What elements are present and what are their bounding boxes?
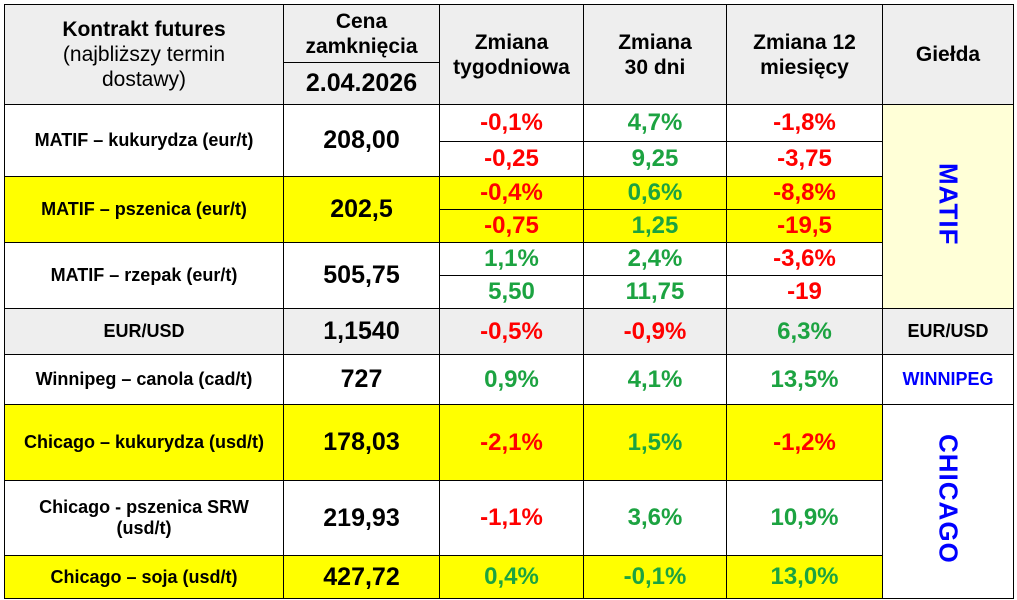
weekly-pct: -2,1% [439,404,584,481]
weekly-pct: 1,1% [439,242,584,276]
row-name: MATIF – kukurydza (eur/t) [4,104,284,177]
header-12m: Zmiana 12 miesięcy [726,4,883,105]
header-date: 2.04.2026 [283,62,440,105]
row-name: MATIF – pszenica (eur/t) [4,176,284,243]
d30-abs: 11,75 [583,275,727,309]
d30-pct: 0,6% [583,176,727,210]
d30-abs: 1,25 [583,209,727,243]
futures-table: Kontrakt futures (najbliższy termin dosta… [4,4,1014,599]
row-price: 727 [283,354,440,405]
d30-pct: 4,7% [583,104,727,142]
header-exchange: Giełda [882,4,1014,105]
weekly-abs: 5,50 [439,275,584,309]
weekly-pct: -0,4% [439,176,584,210]
m12-abs: -3,75 [726,141,883,177]
weekly-pct: 0,9% [439,354,584,405]
exchange-matif: MATIF [882,104,1014,309]
m12-pct: -8,8% [726,176,883,210]
row-price: 505,75 [283,242,440,309]
weekly-abs: -0,25 [439,141,584,177]
weekly-abs: -0,75 [439,209,584,243]
row-name: EUR/USD [4,308,284,355]
exchange-winnipeg: WINNIPEG [882,354,1014,405]
weekly-pct: -0,1% [439,104,584,142]
exchange-chicago: CHICAGO [882,404,1014,599]
row-price: 1,1540 [283,308,440,355]
d30-abs: 9,25 [583,141,727,177]
row-name: Chicago - pszenica SRW (usd/t) [4,480,284,556]
m12-pct: -1,8% [726,104,883,142]
m12-pct: -1,2% [726,404,883,481]
weekly-pct: -0,5% [439,308,584,355]
exchange-eurusd: EUR/USD [882,308,1014,355]
m12-pct: -3,6% [726,242,883,276]
weekly-pct: 0,4% [439,555,584,599]
m12-pct: 10,9% [726,480,883,556]
d30-pct: 3,6% [583,480,727,556]
row-price: 219,93 [283,480,440,556]
m12-pct: 13,0% [726,555,883,599]
m12-abs: -19,5 [726,209,883,243]
row-name: Chicago – soja (usd/t) [4,555,284,599]
d30-pct: 4,1% [583,354,727,405]
m12-abs: -19 [726,275,883,309]
m12-pct: 13,5% [726,354,883,405]
row-price: 427,72 [283,555,440,599]
row-price: 202,5 [283,176,440,243]
header-contract: Kontrakt futures (najbliższy termin dosta… [4,4,284,105]
header-30d: Zmiana 30 dni [583,4,727,105]
row-price: 208,00 [283,104,440,177]
d30-pct: 1,5% [583,404,727,481]
row-name: Chicago – kukurydza (usd/t) [4,404,284,481]
row-name: Winnipeg – canola (cad/t) [4,354,284,405]
d30-pct: -0,9% [583,308,727,355]
m12-pct: 6,3% [726,308,883,355]
weekly-pct: -1,1% [439,480,584,556]
d30-pct: -0,1% [583,555,727,599]
header-weekly: Zmiana tygodniowa [439,4,584,105]
row-name: MATIF – rzepak (eur/t) [4,242,284,309]
d30-pct: 2,4% [583,242,727,276]
header-price: Cena zamknięcia [283,4,440,63]
row-price: 178,03 [283,404,440,481]
